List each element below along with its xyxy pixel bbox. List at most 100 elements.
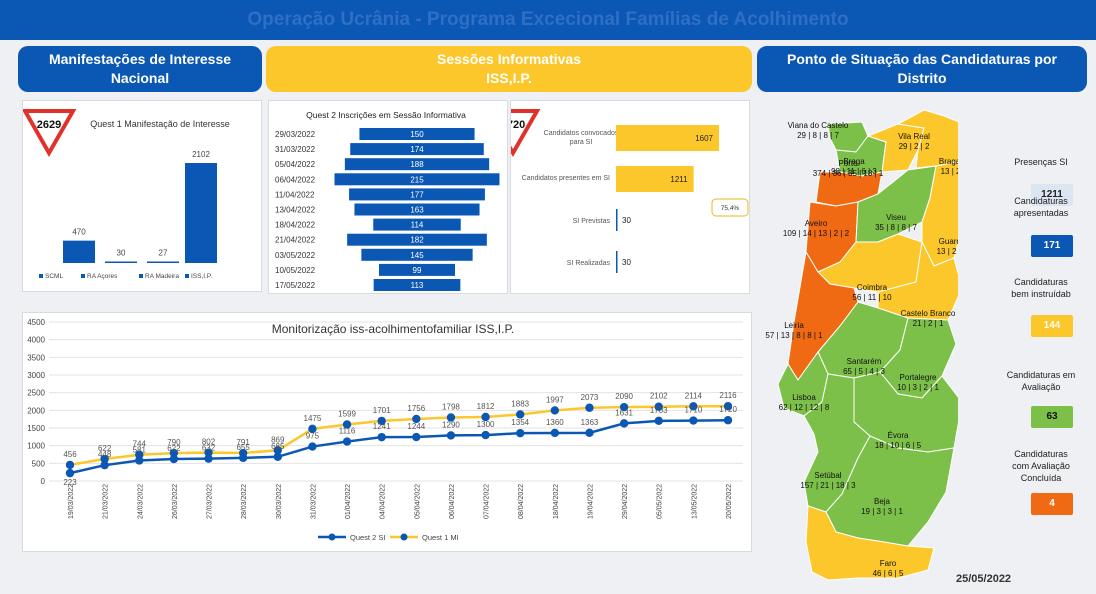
data-point <box>412 414 421 424</box>
x-tick-label: 28/03/2022 <box>241 484 248 519</box>
district-shape[interactable] <box>805 505 935 581</box>
data-label: 622 <box>167 444 181 453</box>
quest2-chart: Quest 2 Inscrições em Sessão Informativa… <box>275 110 500 291</box>
apresentadas-value: 171 <box>1031 235 1073 257</box>
quest1-bar <box>105 261 137 263</box>
data-label: 223 <box>63 478 77 487</box>
y-tick-label: 2000 <box>27 406 45 415</box>
y-tick-label: 3500 <box>27 353 45 362</box>
quest1-legend-swatch <box>185 274 189 278</box>
header-sessoes-line1: Sessões Informativas <box>437 51 581 67</box>
district-name: Porto <box>838 159 858 168</box>
quest2-bar <box>334 173 500 186</box>
data-label: 1812 <box>477 402 495 411</box>
district-stats: 29 | 8 | 8 | 7 <box>797 131 839 140</box>
district-stats: 57 | 13 | 8 | 8 | 1 <box>765 331 823 340</box>
district-stats: 21 | 2 | 1 <box>913 319 944 328</box>
x-tick-label: 26/03/2022 <box>172 484 179 519</box>
district-name: Lisboa <box>792 393 816 402</box>
quest2-date-label: 31/03/2022 <box>275 145 316 154</box>
district-name: Guarda <box>939 237 958 246</box>
quest1-legend-swatch <box>39 274 43 278</box>
quest2-date-label: 29/03/2022 <box>275 130 316 139</box>
si-bar-label: 1211 <box>670 175 688 184</box>
x-tick-label: 08/04/2022 <box>518 484 525 519</box>
quest2-date-label: 03/05/2022 <box>275 251 316 260</box>
quest2-bar-label: 177 <box>410 190 424 199</box>
district-stats: 29 | 2 | 2 <box>899 142 930 151</box>
quest2-date-label: 13/04/2022 <box>275 206 316 215</box>
series-line <box>69 404 729 467</box>
header-distrito: Ponto de Situação das Candidaturas por D… <box>757 46 1087 92</box>
x-tick-label: 21/03/2022 <box>103 484 110 519</box>
presencas-label: Presenças SI <box>1014 157 1068 167</box>
quest2-bar-label: 113 <box>411 281 424 290</box>
line-chart-panel: Monitorização iss-acolhimentofamiliar IS… <box>22 312 752 552</box>
district-name: Bragança <box>939 157 958 166</box>
district-name: Leiria <box>784 321 804 330</box>
concluida-label: Candidaturas com Avaliação Concluída <box>986 448 1096 484</box>
district-name: Portalegre <box>900 373 937 382</box>
si-panel: 1720 Candidatos convocados para SI 1607 Can… <box>485 100 750 294</box>
quest2-bar <box>354 203 480 216</box>
district-name: Vila Real <box>898 132 930 141</box>
quest2-date-label: 21/04/2022 <box>275 236 316 245</box>
district-stats: 19 | 3 | 3 | 1 <box>861 507 903 516</box>
avaliacao-label-2: Avaliação <box>1021 382 1061 392</box>
x-tick-label: 27/03/2022 <box>207 484 214 519</box>
quest1-panel: 2629 Quest 1 Manifestação de Interesse 4… <box>21 100 262 292</box>
district-name: Coimbra <box>857 283 888 292</box>
data-point <box>689 402 698 411</box>
data-point <box>481 430 490 440</box>
district-name: Santarém <box>847 357 882 366</box>
data-label: 581 <box>133 445 147 454</box>
quest2-bar <box>361 248 473 261</box>
si-category-label: para SI <box>570 139 593 146</box>
data-label: 2073 <box>581 393 599 402</box>
quest2-date-label: 06/04/2022 <box>275 175 316 184</box>
data-label: 448 <box>98 450 112 459</box>
data-point <box>619 419 629 428</box>
district-stats: 374 | 36 | 35 | 18 | 1 <box>813 169 884 178</box>
si-percent-label: 75,4% <box>721 205 740 212</box>
data-point <box>342 420 352 429</box>
x-tick-label: 29/04/2022 <box>622 484 629 519</box>
y-tick-label: 500 <box>32 459 46 468</box>
si-category-label: Candidatos convocados <box>544 130 619 137</box>
x-tick-label: 20/05/2022 <box>726 484 733 519</box>
presencas-value: 1211 <box>1031 184 1073 206</box>
quest2-bar-label: 215 <box>410 175 424 184</box>
quest1-bar-label: 470 <box>72 228 86 237</box>
avaliacao-label-1: Candidaturas em <box>1006 370 1076 380</box>
district-stats: 56 | 11 | 10 <box>852 293 892 302</box>
quest2-badge: 1720 <box>485 109 541 158</box>
district-shape[interactable] <box>896 109 958 169</box>
header-sessoes: Sessões Informativas ISS,I.P. <box>266 46 752 92</box>
district-stats: 109 | 14 | 13 | 2 | 2 <box>783 229 850 238</box>
quest2-bar-label: 114 <box>411 221 424 230</box>
concluida-label-3: Concluída <box>1020 473 1062 483</box>
si-category-label: SI Realizadas <box>567 260 611 267</box>
data-point <box>273 452 282 461</box>
quest2-bar <box>373 279 461 291</box>
data-label: 1599 <box>338 410 356 419</box>
district-stats: 46 | 6 | 5 <box>873 569 904 578</box>
data-label: 1997 <box>546 395 564 404</box>
district-stats: 13 | 2 | 1 <box>941 167 958 176</box>
data-label: 1290 <box>442 420 460 429</box>
y-tick-label: 3000 <box>27 371 45 380</box>
data-point <box>65 468 75 478</box>
series-line <box>69 418 729 475</box>
district-name: Castelo Branco <box>901 309 956 318</box>
data-point <box>585 403 594 412</box>
data-point <box>446 413 456 422</box>
concluida-value: 4 <box>1031 493 1073 515</box>
x-tick-label: 06/04/2022 <box>449 484 456 519</box>
avaliacao-label: Candidaturas em Avaliação <box>986 369 1096 393</box>
quest1-legend-swatch <box>81 274 85 278</box>
quest1-bar-label: 30 <box>117 249 126 258</box>
data-point <box>516 428 525 438</box>
district-name: Braga <box>843 157 865 166</box>
data-point <box>238 448 248 458</box>
